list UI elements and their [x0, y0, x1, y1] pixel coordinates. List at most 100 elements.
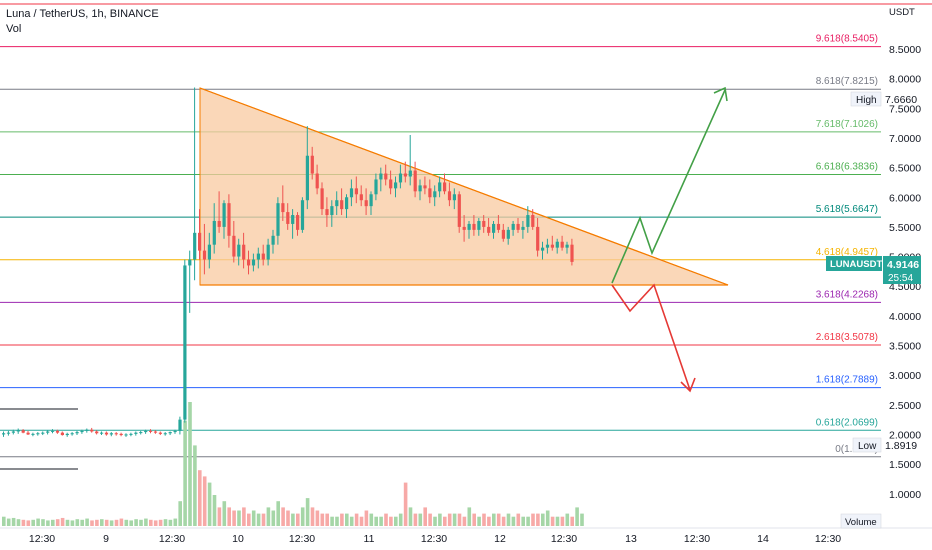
candle-body: [212, 220, 216, 245]
volume-bar: [90, 520, 94, 526]
volume-bar: [291, 513, 295, 526]
price-tick-label: 8.0000: [889, 74, 921, 86]
candle-body: [237, 244, 241, 257]
volume-bar: [472, 513, 476, 526]
volume-bar: [173, 518, 178, 526]
chart-legend-title[interactable]: Luna / TetherUS, 1h, BINANCE: [6, 8, 159, 20]
volume-bar: [575, 507, 579, 526]
price-tick-label: 3.0000: [889, 370, 921, 382]
volume-bar: [183, 420, 187, 526]
fib-level-label: 8.618(7.8215): [816, 76, 878, 87]
candle-body: [384, 173, 388, 180]
volume-bar: [516, 513, 521, 526]
bullish-scenario-arrow[interactable]: [611, 89, 726, 284]
candle-body: [359, 194, 363, 201]
volume-bar: [163, 519, 168, 526]
volume-bar: [168, 519, 173, 526]
high-badge: High 7.6660: [850, 91, 917, 107]
fib-level-label: 2.618(3.5078): [816, 332, 878, 343]
price-axis[interactable]: 8.5000 8.0000 7.5000 7.0000 6.5000 6.0000 5.50…: [889, 44, 921, 501]
candle-body: [207, 244, 211, 260]
candle-body: [443, 182, 447, 192]
volume-bar: [188, 402, 192, 526]
candle-body: [286, 212, 290, 224]
bearish-scenario-arrow[interactable]: [611, 283, 691, 391]
volume-bar: [310, 507, 315, 526]
volume-bar: [207, 482, 212, 526]
candle-body: [232, 235, 236, 257]
time-axis[interactable]: 12:30 9 12:30 10 12:30 11 12:30 12 12:30 13 12:30 1…: [29, 533, 841, 545]
volume-bar: [242, 507, 246, 526]
candle-body: [26, 432, 30, 435]
candle-body: [46, 431, 50, 433]
volume-bar: [457, 513, 462, 526]
time-tick-label: 11: [364, 533, 375, 545]
candle-body: [506, 229, 510, 239]
symbol-price-badge[interactable]: LUNAUSDT 4.9146 25:54: [826, 256, 921, 284]
candle-body: [398, 173, 403, 183]
volume-bar: [2, 516, 6, 526]
candle-body: [570, 244, 574, 262]
fib-level-label: 9.618(8.5405): [816, 34, 878, 45]
volume-bar: [75, 519, 80, 526]
volume-bar: [423, 507, 427, 526]
price-tick-label: 8.5000: [889, 44, 921, 56]
volume-bar: [114, 519, 119, 526]
candle-body: [114, 433, 118, 435]
volume-bar: [325, 513, 329, 526]
volume-bar: [286, 510, 290, 526]
volume-label: Volume: [845, 517, 877, 528]
candle-body: [144, 430, 148, 433]
price-tick-label: 6.5000: [889, 163, 921, 175]
candle-body: [541, 247, 545, 251]
volume-bar: [408, 507, 413, 526]
volume-bar: [51, 519, 55, 526]
candle-body: [354, 188, 358, 195]
volume-bar: [296, 513, 300, 526]
volume-bar: [55, 519, 60, 526]
candle-body: [408, 170, 412, 177]
volume-bar: [104, 519, 109, 526]
volume-bar: [477, 516, 481, 526]
volume-bar: [565, 513, 570, 526]
candle-body: [320, 188, 324, 210]
candle-body: [163, 433, 167, 435]
volume-bar: [202, 476, 207, 526]
volume-bar: [36, 518, 40, 526]
candle-body: [266, 244, 270, 260]
volume-bar: [330, 516, 334, 526]
candle-body: [369, 194, 373, 207]
volume-bar: [41, 519, 45, 526]
candle-body: [550, 244, 554, 248]
candle-body: [467, 223, 471, 230]
time-tick-label: 10: [232, 533, 244, 545]
volume-bar: [413, 513, 418, 526]
candle-body: [457, 194, 461, 227]
candle-body: [296, 215, 300, 230]
volume-bar: [354, 513, 359, 526]
time-tick-label: 12:30: [159, 533, 185, 545]
volume-legend[interactable]: Vol: [6, 23, 22, 35]
volume-bar: [227, 507, 231, 526]
candle-body: [149, 430, 153, 432]
candle-body: [555, 241, 559, 248]
volume-bar: [149, 519, 153, 526]
candle-body: [516, 223, 520, 230]
volume-bar: [21, 519, 26, 526]
candle-body: [222, 203, 226, 227]
volume-bar: [521, 516, 525, 526]
volume-bar: [374, 516, 378, 526]
price-tick-label: 3.5000: [889, 341, 921, 353]
candle-body: [423, 185, 427, 189]
candle-body: [472, 223, 476, 230]
symbol-label: LUNAUSDT: [830, 259, 882, 270]
volume-bar: [428, 513, 432, 526]
candle-body: [198, 232, 202, 251]
volume-badge: Volume: [840, 513, 882, 529]
volume-bar: [31, 519, 35, 526]
candle-body: [345, 197, 349, 210]
candle-body: [16, 430, 20, 432]
volume-bar: [124, 519, 129, 526]
candle-body: [153, 431, 158, 433]
